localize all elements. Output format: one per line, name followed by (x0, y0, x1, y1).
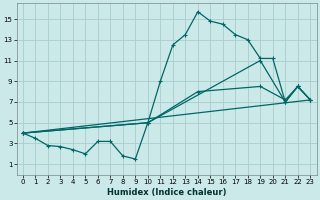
X-axis label: Humidex (Indice chaleur): Humidex (Indice chaleur) (107, 188, 226, 197)
